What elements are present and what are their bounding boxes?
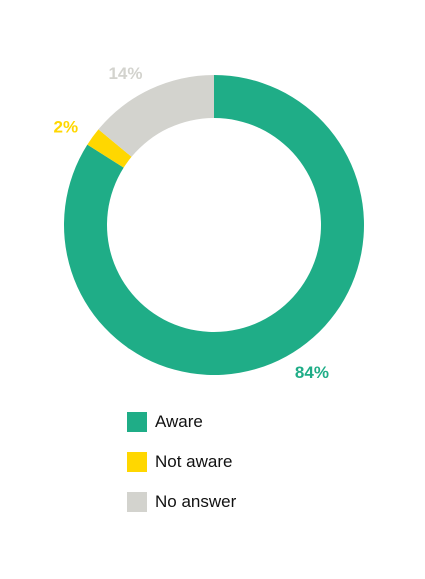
legend-swatch-aware — [127, 412, 147, 432]
legend-label-not-aware: Not aware — [155, 452, 233, 471]
slice-label-not-aware: 2% — [54, 117, 79, 136]
legend-swatch-no-answer — [127, 492, 147, 512]
slice-label-aware: 84% — [295, 363, 329, 382]
legend-label-no-answer: No answer — [155, 492, 237, 511]
legend-item-no-answer: No answer — [127, 492, 236, 512]
legend: Aware Not aware No answer — [127, 412, 236, 532]
legend-item-aware: Aware — [127, 412, 236, 432]
slice-no-answer — [98, 75, 214, 157]
slice-label-no-answer: 14% — [108, 64, 142, 83]
legend-item-not-aware: Not aware — [127, 452, 236, 472]
legend-swatch-not-aware — [127, 452, 147, 472]
legend-label-aware: Aware — [155, 412, 203, 431]
slice-not-aware — [87, 129, 132, 168]
